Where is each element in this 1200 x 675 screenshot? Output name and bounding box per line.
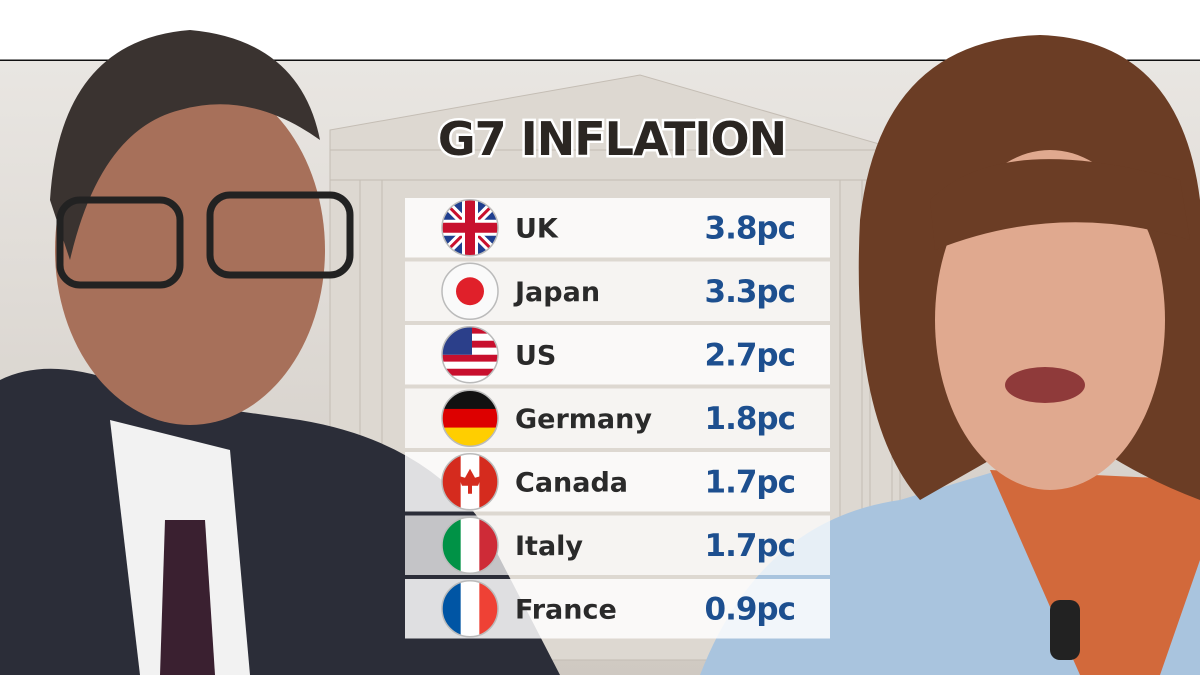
flag-icon bbox=[442, 326, 498, 383]
title: G7 INFLATION bbox=[438, 112, 786, 166]
flag-icon bbox=[442, 580, 498, 637]
flag-ring bbox=[441, 199, 499, 257]
flag-part bbox=[442, 361, 498, 369]
flag-part bbox=[456, 277, 484, 306]
flag-part bbox=[460, 517, 481, 574]
country-name: France bbox=[515, 594, 617, 625]
flag-part bbox=[458, 468, 482, 494]
flag-ring bbox=[441, 262, 499, 320]
inflation-value: 1.8pc bbox=[705, 401, 795, 437]
flag-icon bbox=[442, 390, 498, 447]
flag-icon bbox=[442, 199, 498, 256]
flag-icon bbox=[442, 263, 498, 320]
country-name: US bbox=[515, 340, 556, 371]
flag-part bbox=[442, 453, 462, 510]
flag-ring bbox=[441, 326, 499, 384]
flag-part bbox=[479, 580, 498, 637]
flag-part bbox=[442, 354, 498, 362]
flag-part bbox=[460, 580, 481, 637]
flag-icon bbox=[442, 453, 498, 510]
table-row: Germany 1.8pc bbox=[405, 388, 830, 448]
country-name: Canada bbox=[515, 467, 628, 498]
flag-part bbox=[442, 368, 498, 376]
inflation-value: 1.7pc bbox=[705, 464, 795, 500]
flag-part bbox=[442, 375, 498, 383]
flag-part bbox=[442, 408, 498, 429]
flag-part bbox=[442, 222, 498, 233]
table-row: US 2.7pc bbox=[405, 325, 830, 385]
table-row: France 0.9pc bbox=[405, 579, 830, 639]
inflation-value: 0.9pc bbox=[705, 591, 795, 627]
flag-ring bbox=[441, 516, 499, 574]
flag-part bbox=[479, 517, 498, 574]
inflation-table: UK 3.8pc Japan 3.3pc US 2.7pc Germany 1.8pc Cana… bbox=[405, 198, 830, 639]
table-row: Italy 1.7pc bbox=[405, 515, 830, 575]
table-row: UK 3.8pc bbox=[405, 198, 830, 258]
inflation-value: 3.3pc bbox=[705, 274, 795, 310]
flag-part bbox=[442, 580, 462, 637]
inflation-value: 1.7pc bbox=[705, 528, 795, 564]
country-name: UK bbox=[515, 213, 559, 244]
flag-part bbox=[442, 390, 498, 410]
inflation-value: 3.8pc bbox=[705, 210, 795, 246]
country-name: Germany bbox=[515, 404, 652, 435]
country-name: Italy bbox=[515, 531, 583, 562]
country-name: Japan bbox=[513, 277, 600, 308]
table-row: Japan 3.3pc bbox=[405, 261, 830, 321]
flag-ring bbox=[441, 453, 499, 511]
flag-part bbox=[442, 427, 498, 447]
table-row: Canada 1.7pc bbox=[405, 452, 830, 512]
flag-part bbox=[479, 453, 498, 510]
inflation-value: 2.7pc bbox=[705, 337, 795, 373]
flag-ring bbox=[441, 389, 499, 447]
flag-part bbox=[442, 517, 462, 574]
flag-ring bbox=[441, 580, 499, 638]
flag-icon bbox=[442, 517, 498, 574]
